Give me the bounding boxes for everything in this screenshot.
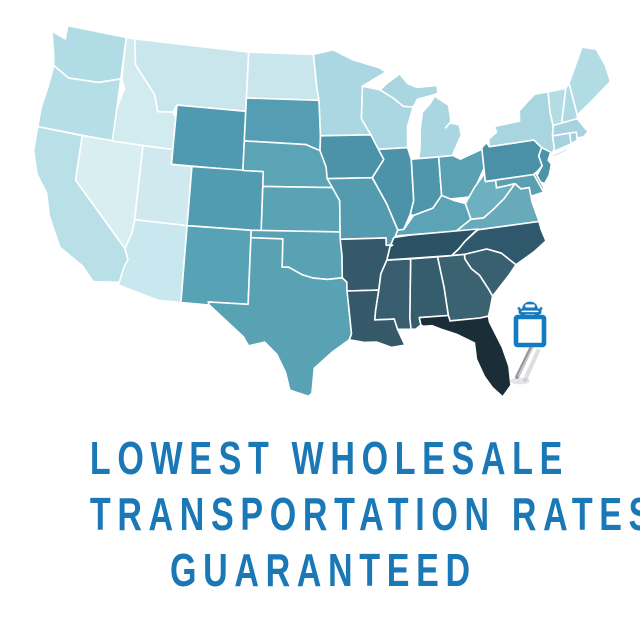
pin-stick-highlight bbox=[517, 343, 535, 377]
state-NJ: New Jersey bbox=[535, 146, 553, 185]
pin-tip-shadow bbox=[510, 377, 530, 385]
state-LA: Louisiana bbox=[346, 289, 406, 349]
pin-square bbox=[513, 314, 547, 348]
state-ME: Maine bbox=[568, 46, 612, 116]
state-FL: Florida bbox=[418, 314, 512, 398]
state-ND: North Dakota bbox=[245, 51, 320, 102]
headline-line-1: LOWEST WHOLESALE bbox=[89, 432, 569, 484]
pin-stick bbox=[515, 342, 535, 379]
state-KS: Kansas bbox=[260, 185, 341, 233]
headline: LOWEST WHOLESALE TRANSPORTATION RATES, G… bbox=[0, 430, 640, 598]
state-CT: Connecticut bbox=[551, 132, 572, 153]
state-WY: Wyoming bbox=[170, 104, 247, 172]
state-MI: Michigan bbox=[417, 95, 463, 160]
state-CO: Colorado bbox=[186, 165, 265, 232]
state-DE: Delaware bbox=[533, 172, 545, 193]
headline-line-3: GUARANTEED bbox=[169, 544, 477, 596]
state-NM: New Mexico bbox=[180, 224, 252, 306]
state-TX: Texas bbox=[207, 236, 353, 398]
headline-line-2: TRANSPORTATION RATES, bbox=[89, 488, 640, 540]
state-RI: Rhode Island bbox=[569, 131, 578, 145]
car-icon bbox=[517, 301, 543, 317]
location-pin bbox=[510, 301, 547, 385]
pin-shadow bbox=[522, 348, 541, 383]
state-MI: Michigan bbox=[379, 73, 439, 108]
us-states: WashingtonOregonCaliforniaNevadaIdahoMon… bbox=[32, 24, 612, 398]
state-AR: Arkansas bbox=[339, 237, 394, 292]
